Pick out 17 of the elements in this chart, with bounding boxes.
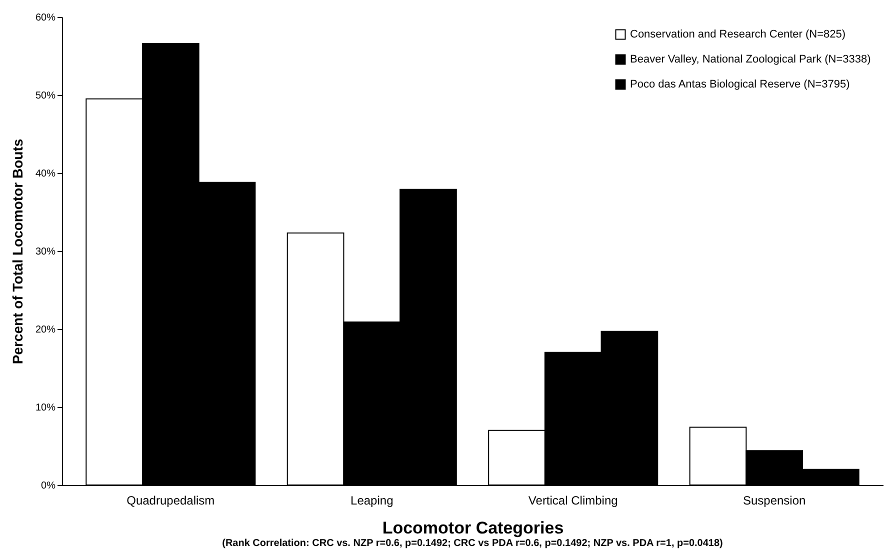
x-tick-label: Vertical Climbing bbox=[528, 494, 618, 508]
y-tick-label: 10% bbox=[35, 402, 56, 414]
y-axis-title: Percent of Total Locomotor Bouts bbox=[9, 138, 26, 364]
x-tick-label: Quadrupedalism bbox=[126, 494, 215, 508]
legend-label: Conservation and Research Center (N=825) bbox=[630, 28, 846, 40]
legend-label: Beaver Valley, National Zoological Park (N=3338) bbox=[630, 54, 871, 66]
y-tick-label: 40% bbox=[35, 168, 56, 180]
text: (Rank Correlation: CRC vs. NZP r=0.6, p=0.1492; CRC vs PDA r=0.6, p=0.1492; NZP vs. PDA r=1, p=0.0418) bbox=[222, 538, 723, 549]
y-tick-label: 60% bbox=[35, 12, 56, 24]
x-tick-label: Leaping bbox=[350, 494, 394, 508]
x-axis-title: Locomotor Categories bbox=[382, 518, 564, 538]
y-tick-label: 30% bbox=[35, 246, 56, 258]
y-tick-label: 0% bbox=[41, 480, 56, 492]
y-tick-label: 50% bbox=[35, 90, 56, 102]
legend-label: Poco das Antas Biological Reserve (N=3795) bbox=[630, 78, 850, 90]
x-tick-label: Suspension bbox=[742, 494, 806, 508]
y-tick-label: 20% bbox=[35, 324, 56, 336]
